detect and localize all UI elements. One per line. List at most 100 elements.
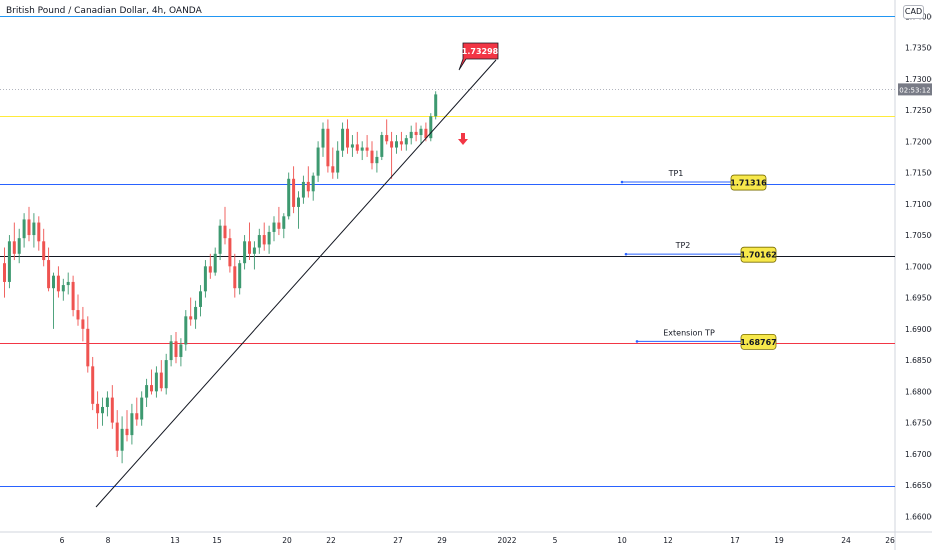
candle-body <box>248 241 251 254</box>
candle-body <box>120 428 124 451</box>
chart-title: British Pound / Canadian Dollar, 4h, OAN… <box>6 6 202 16</box>
candle-body <box>404 138 408 145</box>
candle-body <box>419 128 423 136</box>
time-tick-label: 17 <box>730 536 740 545</box>
price-tick-label: 1.71000 <box>905 200 932 209</box>
candle-body <box>267 231 271 245</box>
price-tick-label: 1.73500 <box>905 44 932 53</box>
price-tick-label: 1.71500 <box>905 169 932 178</box>
time-tick-label: 22 <box>326 536 336 545</box>
candle-body <box>96 403 100 414</box>
candle-body <box>390 141 394 148</box>
time-tick-label: 26 <box>885 536 895 545</box>
candle-body <box>135 413 139 420</box>
candle-body <box>218 225 222 254</box>
candle-body <box>223 225 227 239</box>
price-tick-label: 1.66000 <box>905 512 932 521</box>
price-tick-label: 1.70000 <box>905 262 932 271</box>
extension-tp-label-anchor-dot <box>635 340 639 343</box>
candle-body <box>105 397 109 407</box>
candle-body <box>154 372 158 392</box>
candle-body <box>76 310 80 320</box>
candle-body <box>61 285 65 292</box>
last-price-tag <box>898 83 932 96</box>
candle-body <box>52 275 55 289</box>
time-tick-label: 8 <box>106 536 111 545</box>
candle-body <box>395 141 398 148</box>
time-tick-label: 29 <box>437 536 447 545</box>
candle-body <box>238 263 242 289</box>
price-tick-label: 1.68500 <box>905 356 932 365</box>
candle-body <box>375 156 379 164</box>
time-tick-label: 5 <box>553 536 558 545</box>
candle-body <box>341 128 345 151</box>
candle-body <box>56 275 60 292</box>
candle-body <box>145 385 149 398</box>
candle-body <box>194 306 198 320</box>
price-tick-label: 1.68000 <box>905 387 932 396</box>
candle-body <box>184 316 188 345</box>
tp1-label-value-text: 1.71316 <box>730 179 767 188</box>
tp2-label-anchor-dot <box>624 252 628 256</box>
extension-tp-label-value-box <box>740 333 777 350</box>
time-tick-label: 20 <box>282 536 292 545</box>
price-tick-label: 1.72000 <box>905 137 932 146</box>
price-tick-label: 1.66500 <box>905 481 932 490</box>
candle-body <box>331 166 335 173</box>
candle-body <box>326 128 330 167</box>
tp2-label-value-text: 1.70162 <box>740 251 776 260</box>
time-tick-label: 24 <box>841 536 851 545</box>
candle-body <box>424 128 428 139</box>
candle-body <box>71 281 75 311</box>
price-tick-label: 1.69000 <box>905 325 932 334</box>
candle-body <box>174 341 178 357</box>
candle-body <box>306 181 310 192</box>
candle-body <box>297 197 300 207</box>
time-tick-label: 27 <box>393 536 403 545</box>
candle-body <box>301 181 305 198</box>
entry-label-text: 1.73298 <box>462 47 499 56</box>
candle-body <box>169 341 173 361</box>
extension-tp-label-name: Extension TP <box>663 328 715 337</box>
tp1-label-anchor-dot <box>620 180 624 184</box>
candle-body <box>37 222 41 242</box>
candle-body <box>125 428 129 436</box>
tp2-label-name: TP2 <box>675 241 691 250</box>
candle-body <box>115 422 119 451</box>
time-tick-label: 13 <box>170 536 180 545</box>
candle-body <box>91 366 95 404</box>
candle-body <box>110 397 114 423</box>
candle-body <box>365 147 369 151</box>
candle-body <box>292 178 296 207</box>
candle-body <box>213 253 217 273</box>
candle-body <box>208 266 212 273</box>
candle-body <box>262 235 266 245</box>
trendline <box>95 59 497 508</box>
candle-body <box>385 135 389 142</box>
candle-body <box>336 150 340 173</box>
time-axis[interactable]: 6 8 13 15 20 22 27 29 2022 5 10 12 17 19 24 26 <box>60 536 895 545</box>
candle-body <box>311 175 315 192</box>
candle-body <box>140 397 144 420</box>
candle-body <box>150 385 153 392</box>
candle-body <box>42 241 46 261</box>
time-tick-label: 12 <box>663 536 673 545</box>
candle-body <box>380 135 384 157</box>
candle-body <box>130 413 134 436</box>
extension-tp-label-value-text: 1.68767 <box>740 338 776 347</box>
candle-body <box>399 141 403 145</box>
price-tick-label: 1.73000 <box>905 75 932 84</box>
entry-label-box <box>458 42 499 71</box>
candle-body <box>409 131 413 139</box>
price-tick-label: 1.70500 <box>905 231 932 240</box>
candle-body <box>101 406 104 414</box>
currency-badge[interactable]: CAD <box>903 5 924 19</box>
candle-body <box>434 94 438 117</box>
candle-body <box>252 247 256 254</box>
candle-body <box>203 266 207 292</box>
candle-body <box>3 263 6 282</box>
candle-body <box>159 372 163 389</box>
